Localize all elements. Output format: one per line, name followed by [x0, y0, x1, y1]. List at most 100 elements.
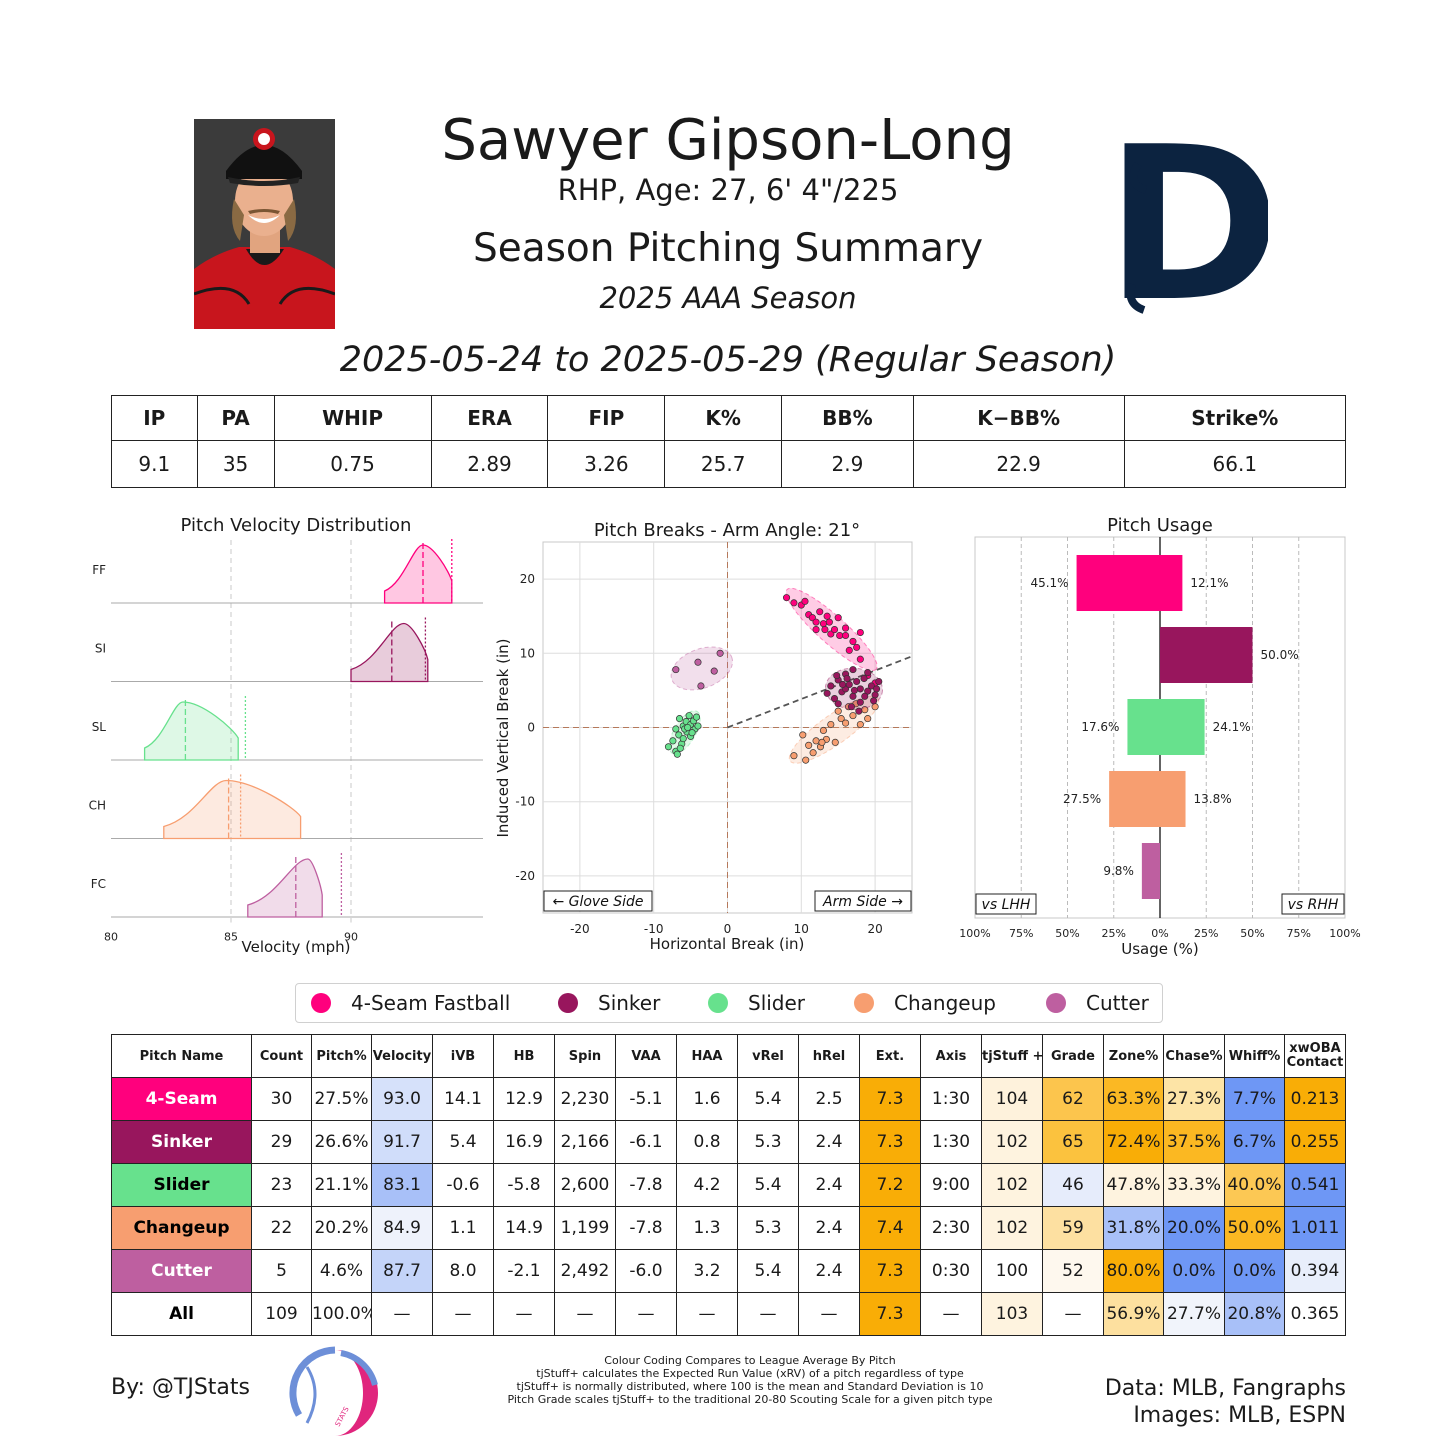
metric-cell: — — [554, 1292, 616, 1336]
velocity-density-fc — [247, 858, 323, 918]
table-row: 4-Seam 30 27.5% 93.0 14.1 12.9 2,230 -5.1 1.6 5.4… — [111, 1077, 1346, 1121]
metric-cell: 46 — [1042, 1163, 1104, 1207]
metric-cell: 65 — [1042, 1120, 1104, 1164]
pitch-break-chart: Pitch Breaks - Arm Angle: 21° -20 -10 0 10 2… — [494, 520, 913, 953]
metric-cell: 23 — [251, 1163, 312, 1207]
metric-header: Pitch% — [311, 1034, 372, 1078]
season-stat-value: 0.75 — [273, 440, 432, 488]
metric-cell: 100 — [981, 1249, 1043, 1293]
usage-x-tick: 50% — [1055, 927, 1079, 940]
season-stat-value: 25.7 — [664, 440, 783, 488]
metric-cell: -5.1 — [615, 1077, 677, 1121]
svg-text:D: D — [1118, 124, 1268, 324]
metric-cell: 30 — [251, 1077, 312, 1121]
metric-cell: 8.0 — [432, 1249, 494, 1293]
legend-marker — [708, 993, 728, 1013]
usage-label-lhh: 9.8% — [1103, 864, 1134, 878]
metric-cell: -7.8 — [615, 1206, 677, 1250]
break-point-ch — [849, 712, 857, 720]
break-point-si — [855, 707, 863, 715]
metric-cell: 52 — [1042, 1249, 1104, 1293]
team-logo: D — [1103, 98, 1283, 351]
metric-cell: 63.3% — [1103, 1077, 1164, 1121]
metric-cell: 56.9% — [1103, 1292, 1164, 1336]
legend-label: Slider — [748, 991, 806, 1015]
metric-cell: -6.1 — [615, 1120, 677, 1164]
season-stats-header-row: IP PA WHIP ERA FIP K% BB% K−BB% Strike% — [111, 395, 1347, 441]
legend-label: Sinker — [598, 991, 661, 1015]
metric-cell: -6.0 — [615, 1249, 677, 1293]
metric-cell: -7.8 — [615, 1163, 677, 1207]
metric-cell: 2,492 — [554, 1249, 616, 1293]
metric-cell: 3.2 — [676, 1249, 738, 1293]
table-row: Sinker 29 26.6% 91.7 5.4 16.9 2,166 -6.1 0.8 5.3 2… — [111, 1120, 1346, 1164]
break-point-si — [834, 700, 842, 708]
season-stat-header: WHIP — [273, 395, 432, 441]
break-point-sl — [688, 729, 696, 737]
metric-cell: 59 — [1042, 1206, 1104, 1250]
metric-cell: 37.5% — [1163, 1120, 1225, 1164]
break-y-tick: -20 — [515, 869, 535, 883]
legend-item-fc: Cutter — [1046, 984, 1149, 1022]
metric-header: Chase% — [1163, 1034, 1225, 1078]
season-stat-header: ERA — [430, 395, 549, 441]
break-point-ff — [836, 631, 844, 640]
metric-cell: 5.4 — [737, 1163, 799, 1207]
metric-header: tjStuff + — [981, 1034, 1043, 1078]
metric-cell: 62 — [1042, 1077, 1104, 1121]
metric-cell: 50.0% — [1224, 1206, 1285, 1250]
metric-cell: 72.4% — [1103, 1120, 1164, 1164]
usage-x-tick: 75% — [1287, 927, 1311, 940]
player-name: Sawyer Gipson-Long — [441, 108, 1015, 173]
metric-cell: 2.4 — [798, 1206, 860, 1250]
legend-label: Changeup — [894, 991, 996, 1015]
metric-cell: 80.0% — [1103, 1249, 1164, 1293]
season-stat-header: IP — [111, 395, 198, 441]
metric-cell: 0.0% — [1163, 1249, 1225, 1293]
break-point-ch — [812, 737, 820, 745]
metric-header: Ext. — [859, 1034, 921, 1078]
velocity-x-tick: 90 — [344, 931, 358, 944]
usage-x-tick: 25% — [1194, 927, 1218, 940]
table-row: Slider 23 21.1% 83.1 -0.6 -5.8 2,600 -7.8 4.2 5.4… — [111, 1163, 1346, 1207]
metric-cell: 4.2 — [676, 1163, 738, 1207]
arm-side-box — [814, 890, 912, 912]
metric-header: Pitch Name — [111, 1034, 252, 1078]
break-y-tick: 20 — [520, 572, 535, 586]
metric-cell: 1.011 — [1284, 1206, 1346, 1250]
metric-cell: — — [798, 1292, 860, 1336]
footer-note: tjStuff+ calculates the Expected Run Val… — [536, 1367, 964, 1380]
metric-cell: 27.5% — [311, 1077, 372, 1121]
break-point-ff — [856, 655, 864, 663]
metric-cell: — — [615, 1292, 677, 1336]
metric-header: vRel — [737, 1034, 799, 1078]
metric-cell: 7.7% — [1224, 1077, 1285, 1121]
metric-cell: 31.8% — [1103, 1206, 1164, 1250]
break-point-ff — [856, 628, 864, 637]
velocity-row-label: SL — [92, 720, 107, 734]
metric-cell: -5.8 — [493, 1163, 555, 1207]
metric-header: hRel — [798, 1034, 860, 1078]
metric-cell: 84.9 — [371, 1206, 433, 1250]
footer-note: Pitch Grade scales tjStuff+ to the tradi… — [507, 1393, 993, 1406]
break-point-ff — [821, 626, 829, 634]
metric-cell: 4.6% — [311, 1249, 372, 1293]
vs-lhh-box — [975, 893, 1037, 915]
break-point-fc — [716, 649, 724, 657]
velocity-x-tick: 85 — [224, 931, 238, 944]
usage-x-tick: 25% — [1102, 927, 1126, 940]
metric-cell: 20.2% — [311, 1206, 372, 1250]
break-point-ff — [842, 624, 850, 632]
metric-cell: 29 — [251, 1120, 312, 1164]
usage-bar-rhh-sl — [1160, 699, 1205, 755]
metric-cell: 27.3% — [1163, 1077, 1225, 1121]
usage-x-tick: 50% — [1240, 927, 1264, 940]
usage-bar-rhh-ch — [1160, 771, 1186, 827]
break-point-ch — [827, 720, 835, 729]
vs-lhh-text: vs LHH — [982, 897, 1031, 913]
break-point-ch — [837, 715, 845, 723]
metric-cell: 1.6 — [676, 1077, 738, 1121]
metric-cell: 0.213 — [1284, 1077, 1346, 1121]
break-x-tick: 10 — [794, 922, 809, 936]
metric-cell: -2.1 — [493, 1249, 555, 1293]
